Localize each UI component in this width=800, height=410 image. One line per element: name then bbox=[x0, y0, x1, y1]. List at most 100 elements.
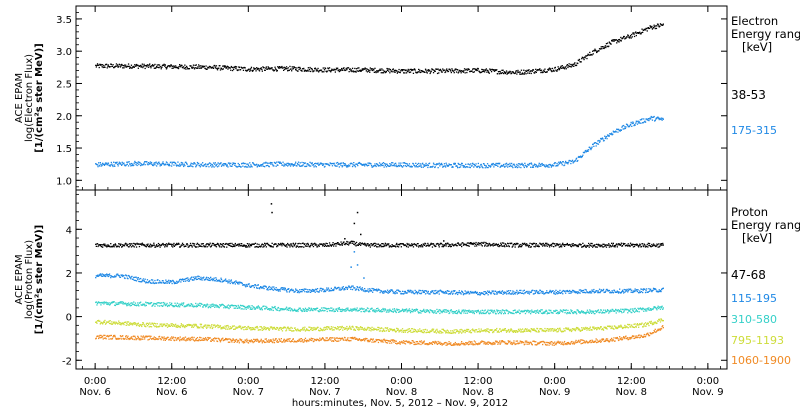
proton-point bbox=[107, 245, 109, 248]
proton-point bbox=[276, 246, 278, 248]
proton-point bbox=[658, 243, 660, 245]
proton-point bbox=[341, 286, 343, 289]
proton-point bbox=[273, 286, 275, 288]
electron-point bbox=[519, 73, 521, 75]
proton-point bbox=[265, 246, 267, 248]
electron-point bbox=[576, 160, 578, 162]
electron-point bbox=[211, 166, 213, 168]
proton-point bbox=[411, 310, 413, 313]
proton-point bbox=[504, 311, 506, 313]
electron-point bbox=[140, 163, 142, 165]
proton-point bbox=[362, 288, 364, 291]
proton-point bbox=[226, 305, 228, 307]
proton-point bbox=[545, 292, 547, 294]
electron-point bbox=[186, 163, 188, 165]
proton-series-3 bbox=[95, 301, 664, 315]
electron-point bbox=[464, 166, 466, 169]
proton-spike-point bbox=[353, 222, 356, 225]
proton-point bbox=[220, 278, 223, 281]
proton-point bbox=[325, 289, 327, 291]
proton-point bbox=[183, 302, 185, 304]
electron-point bbox=[430, 71, 432, 73]
proton-point bbox=[279, 289, 281, 291]
proton-point bbox=[376, 288, 378, 290]
proton-point bbox=[134, 276, 136, 278]
electron-point bbox=[483, 163, 485, 165]
electron-point bbox=[164, 65, 166, 67]
electron-point bbox=[268, 68, 270, 70]
electron-point bbox=[293, 66, 295, 68]
electron-point bbox=[342, 162, 344, 164]
electron-point bbox=[489, 165, 491, 167]
proton-point bbox=[289, 246, 291, 248]
electron-point bbox=[240, 166, 242, 168]
electron-point bbox=[434, 166, 436, 168]
electron-point bbox=[553, 69, 555, 71]
proton-point bbox=[171, 280, 173, 282]
proton-point bbox=[196, 278, 199, 280]
proton-point bbox=[470, 243, 472, 245]
proton-point bbox=[315, 288, 317, 291]
proton-point bbox=[518, 292, 520, 294]
proton-point bbox=[460, 293, 462, 295]
electron-point bbox=[101, 164, 103, 166]
proton-point bbox=[659, 245, 661, 247]
proton-point bbox=[657, 246, 659, 248]
proton-point bbox=[382, 292, 384, 294]
proton-point bbox=[229, 242, 231, 245]
electron-point bbox=[453, 162, 455, 164]
electron-point bbox=[287, 162, 289, 164]
proton-point bbox=[555, 243, 558, 245]
proton-point bbox=[343, 309, 346, 311]
electron-point bbox=[315, 162, 317, 164]
electron-point bbox=[470, 163, 472, 165]
proton-point bbox=[584, 244, 586, 246]
proton-point bbox=[433, 311, 435, 314]
electron-point bbox=[380, 69, 382, 71]
electron-point bbox=[220, 165, 223, 167]
proton-point bbox=[272, 246, 274, 248]
electron-point bbox=[374, 67, 376, 69]
electron-point bbox=[448, 163, 450, 165]
proton-point bbox=[127, 243, 129, 245]
electron-point bbox=[445, 69, 447, 71]
proton-point bbox=[162, 305, 164, 307]
proton-point bbox=[368, 245, 370, 247]
proton-point bbox=[268, 244, 270, 246]
proton-point bbox=[231, 242, 233, 245]
proton-point bbox=[146, 279, 149, 281]
proton-point bbox=[457, 293, 459, 296]
proton-point bbox=[660, 290, 662, 293]
proton-point bbox=[418, 246, 420, 248]
proton-point bbox=[363, 290, 365, 292]
proton-point bbox=[100, 274, 102, 276]
proton-point bbox=[392, 292, 394, 294]
electron-point bbox=[103, 163, 105, 165]
proton-point bbox=[373, 311, 375, 313]
proton-point bbox=[380, 244, 382, 247]
electron-point bbox=[191, 165, 193, 167]
electron-point bbox=[565, 66, 567, 68]
proton-point bbox=[506, 245, 508, 247]
proton-point bbox=[377, 243, 380, 245]
proton-point bbox=[410, 290, 412, 292]
proton-point bbox=[227, 282, 229, 284]
proton-point bbox=[469, 242, 471, 244]
proton-point bbox=[501, 242, 504, 244]
proton-point bbox=[381, 290, 383, 293]
proton-point bbox=[610, 246, 612, 248]
proton-point bbox=[488, 290, 490, 292]
proton-point bbox=[562, 242, 564, 244]
proton-point bbox=[552, 312, 554, 314]
electron-point bbox=[494, 164, 497, 166]
electron-point bbox=[551, 70, 553, 73]
electron-point bbox=[157, 163, 159, 165]
proton-point bbox=[431, 246, 434, 248]
electron-point bbox=[566, 65, 568, 67]
electron-point bbox=[303, 162, 305, 164]
proton-point bbox=[280, 309, 282, 311]
proton-point bbox=[601, 244, 603, 246]
electron-point bbox=[612, 130, 614, 132]
proton-point bbox=[270, 309, 273, 311]
proton-point bbox=[370, 308, 372, 310]
